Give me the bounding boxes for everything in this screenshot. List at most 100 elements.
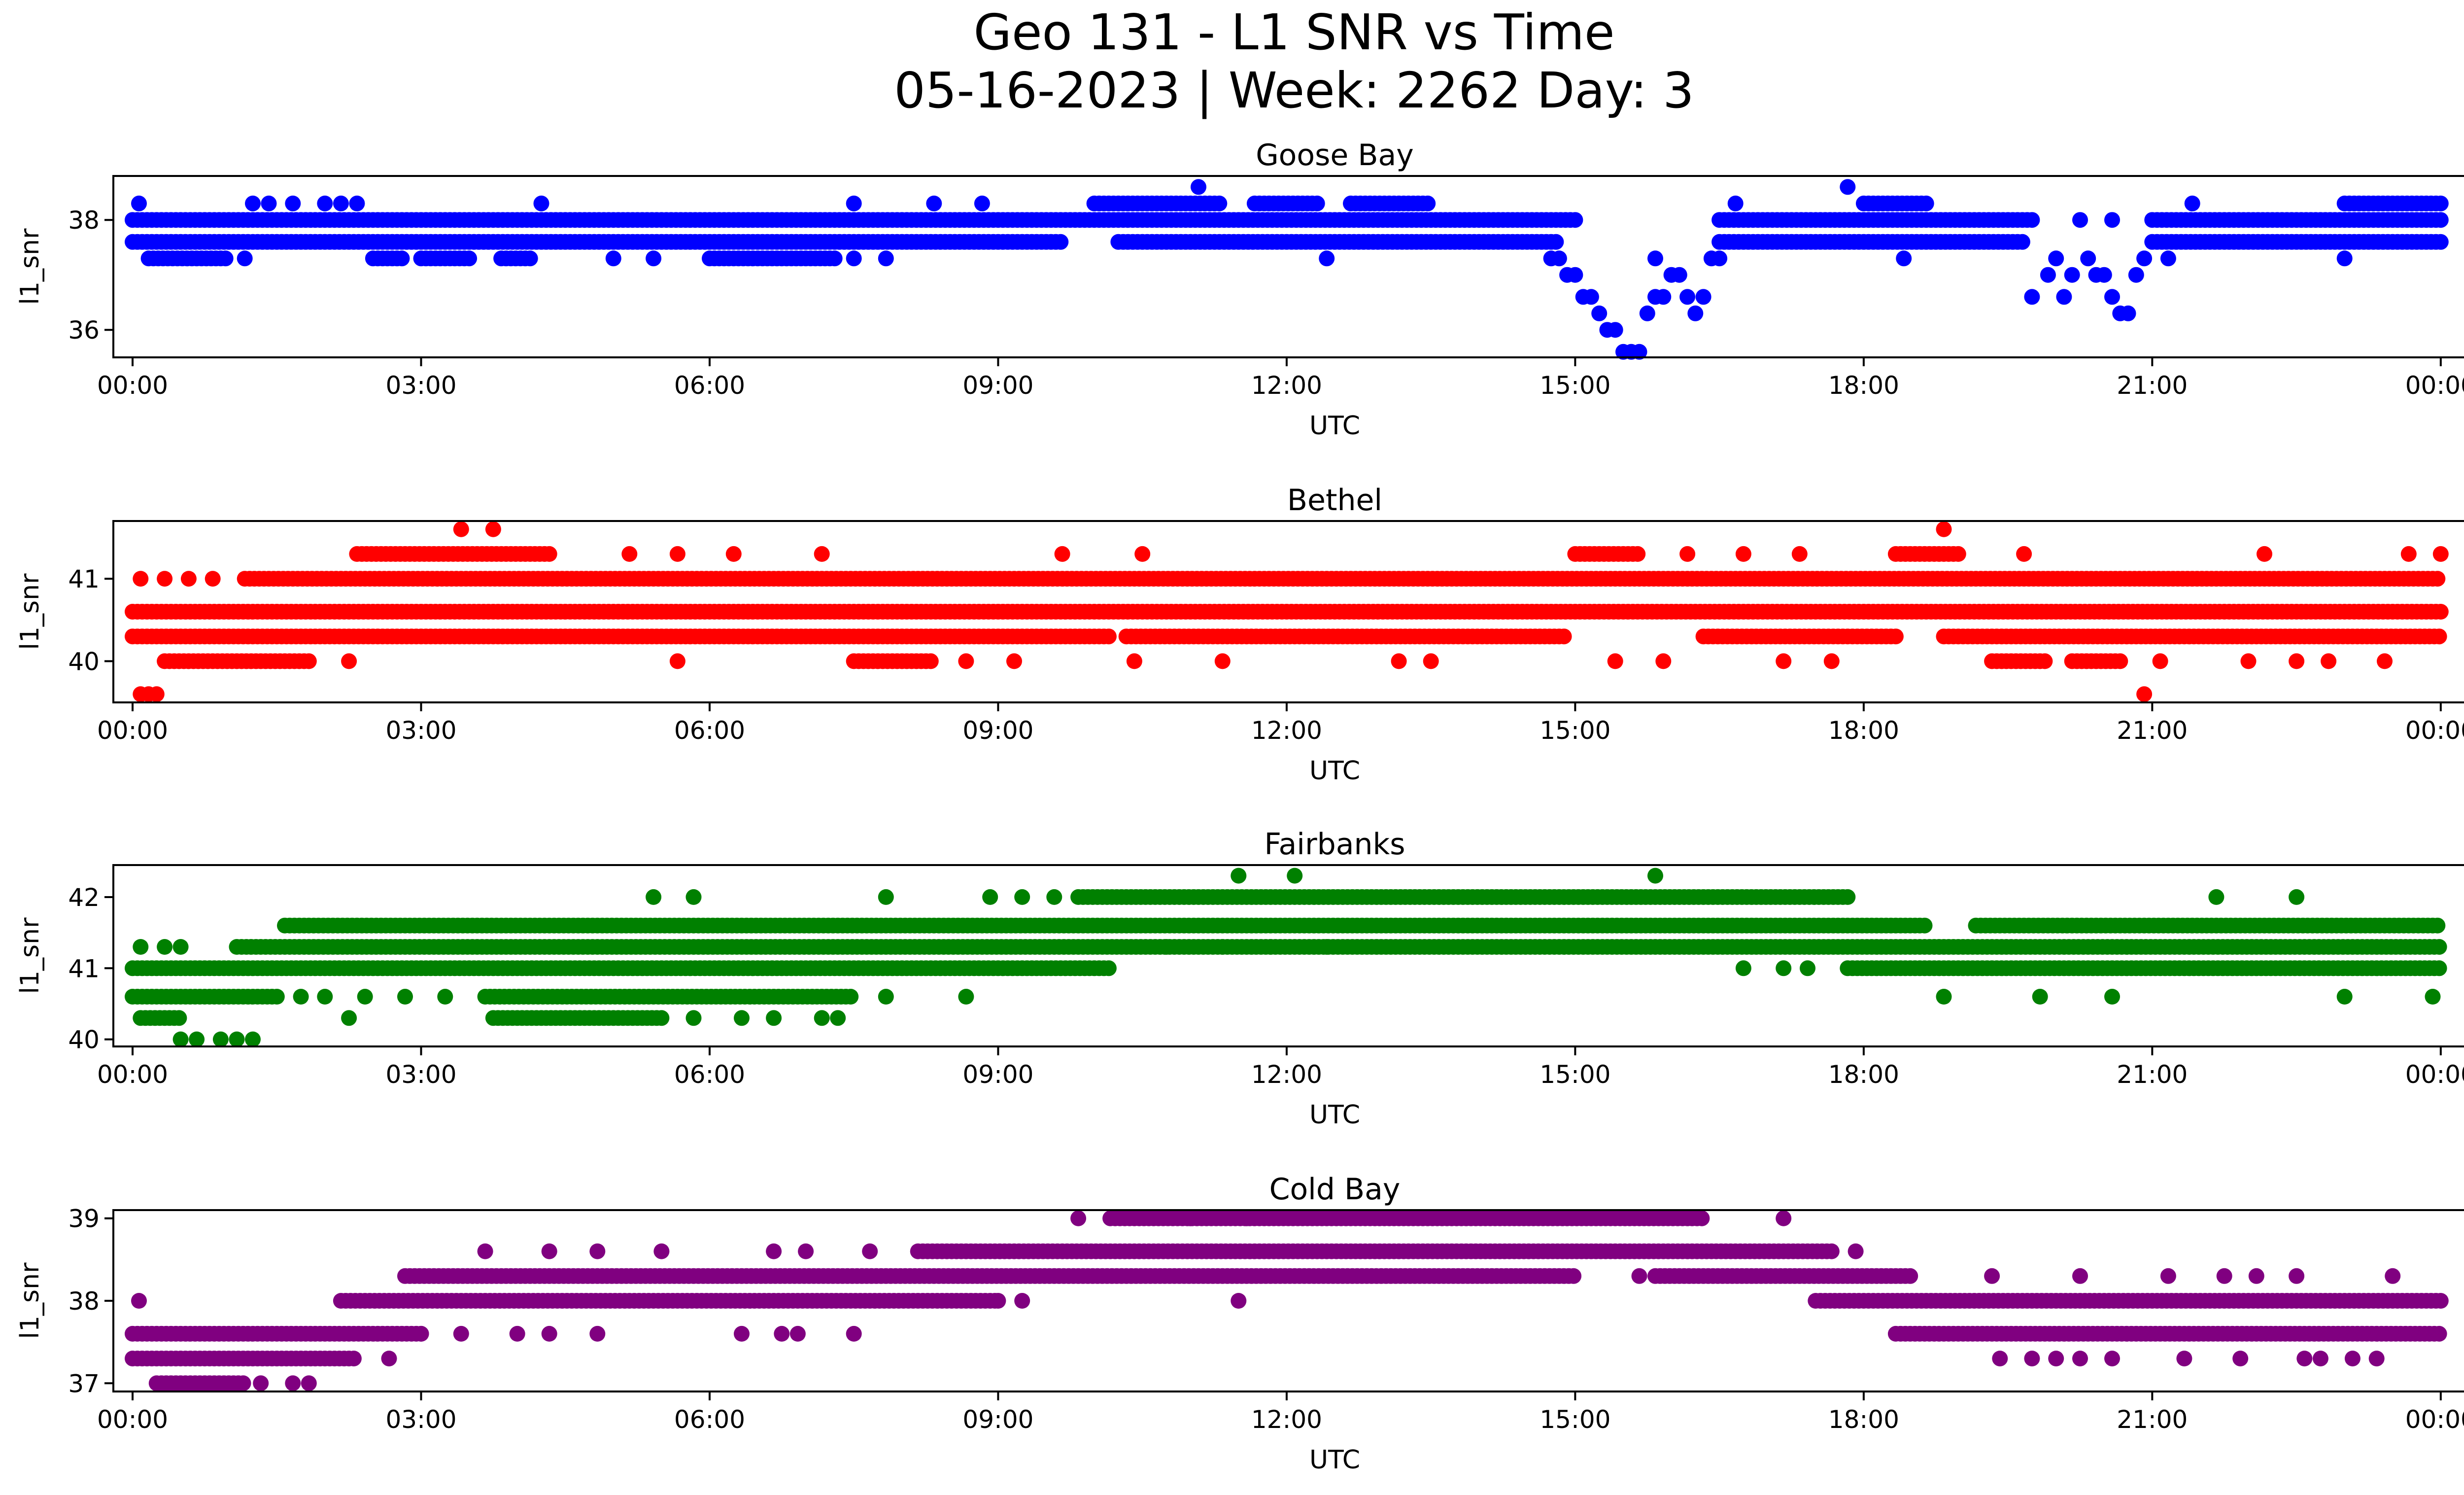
scatter-point	[1287, 868, 1303, 884]
x-tick-label: 18:00	[1828, 1060, 1899, 1089]
scatter-point	[766, 1010, 782, 1026]
scatter-point	[734, 1010, 750, 1026]
x-tick-label: 06:00	[674, 716, 745, 745]
scatter-point	[2037, 653, 2053, 669]
scatter-point	[2024, 289, 2040, 305]
scatter-point	[2432, 212, 2449, 228]
subplot-title: Fairbanks	[1265, 827, 1405, 862]
scatter-point	[1679, 546, 1696, 562]
x-tick-label: 00:00	[2405, 716, 2464, 745]
scatter-point	[333, 195, 349, 211]
x-tick-label: 09:00	[962, 371, 1033, 400]
scatter-point	[349, 195, 365, 211]
scatter-point	[133, 571, 149, 587]
x-tick-label: 15:00	[1540, 716, 1610, 745]
y-tick-label: 40	[68, 647, 100, 676]
scatter-point	[1735, 960, 1751, 976]
scatter-point	[1840, 179, 1856, 195]
scatter-point	[1420, 195, 1436, 211]
scatter-point	[2136, 686, 2153, 702]
scatter-point	[1548, 234, 1564, 250]
x-tick-label: 12:00	[1251, 371, 1322, 400]
scatter-point	[453, 521, 469, 537]
scatter-point	[2032, 989, 2048, 1005]
scatter-points	[125, 1210, 2449, 1391]
x-tick-label: 00:00	[2405, 371, 2464, 400]
scatter-point	[131, 195, 147, 211]
scatter-point	[2208, 889, 2224, 905]
scatter-point	[1630, 546, 1646, 562]
scatter-point	[685, 889, 702, 905]
scatter-point	[1607, 322, 1623, 338]
scatter-point	[2432, 604, 2449, 620]
scatter-point	[814, 1010, 830, 1026]
x-tick-label: 21:00	[2117, 371, 2188, 400]
scatter-point	[2112, 653, 2128, 669]
scatter-point	[1735, 546, 1751, 562]
scatter-point	[1309, 195, 1325, 211]
scatter-point	[878, 889, 894, 905]
scatter-point	[394, 250, 410, 267]
scatter-point	[345, 1351, 362, 1367]
scatter-point	[2016, 546, 2032, 562]
scatter-point	[1014, 889, 1030, 905]
scatter-point	[2425, 989, 2441, 1005]
scatter-point	[172, 1031, 189, 1047]
scatter-point	[2096, 267, 2112, 283]
y-tick-label: 36	[68, 316, 100, 345]
scatter-point	[1126, 653, 1142, 669]
scatter-point	[2160, 250, 2176, 267]
scatter-point	[974, 195, 990, 211]
scatter-point	[1791, 546, 1808, 562]
x-tick-label: 00:00	[97, 716, 168, 745]
scatter-point	[2014, 234, 2030, 250]
scatter-point	[205, 571, 221, 587]
scatter-point	[2336, 250, 2353, 267]
scatter-point	[2336, 989, 2353, 1005]
scatter-point	[2431, 628, 2447, 645]
plot-frame	[112, 520, 2464, 703]
scatter-point	[293, 989, 309, 1005]
scatter-point	[1887, 628, 1904, 645]
scatter-point	[148, 686, 165, 702]
x-axis-label: UTC	[1309, 411, 1360, 441]
scatter-point	[1556, 628, 1572, 645]
scatter-point	[1567, 212, 1583, 228]
y-tick-label: 38	[68, 206, 100, 235]
scatter-point	[2430, 571, 2446, 587]
scatter-point	[2128, 267, 2144, 283]
scatter-point	[725, 546, 742, 562]
scatter-point	[2289, 889, 2305, 905]
scatter-point	[1776, 653, 1792, 669]
scatter-point	[1231, 868, 1247, 884]
scatter-point	[171, 1010, 187, 1026]
scatter-point	[2432, 234, 2449, 250]
scatter-point	[605, 250, 621, 267]
scatter-point	[285, 195, 301, 211]
scatter-point	[2136, 250, 2153, 267]
scatter-point	[2120, 305, 2136, 321]
scatter-point	[814, 546, 830, 562]
x-tick-label: 15:00	[1540, 1060, 1610, 1089]
x-tick-label: 06:00	[674, 371, 745, 400]
scatter-point	[878, 250, 894, 267]
scatter-point	[926, 195, 942, 211]
scatter-point	[1391, 653, 1407, 669]
scatter-point	[2432, 1293, 2449, 1309]
scatter-point	[1319, 939, 1335, 955]
x-tick-label: 06:00	[674, 1060, 745, 1089]
x-axis-label: UTC	[1309, 1100, 1360, 1130]
scatter-point	[180, 571, 197, 587]
scatter-point	[1950, 546, 1966, 562]
scatter-point	[2431, 1325, 2447, 1342]
scatter-point	[1263, 939, 1279, 955]
subplot-title: Goose Bay	[1256, 138, 1414, 173]
scatter-point	[2072, 212, 2088, 228]
scatter-point	[157, 571, 173, 587]
y-axis-label: l1_snr	[15, 573, 45, 650]
